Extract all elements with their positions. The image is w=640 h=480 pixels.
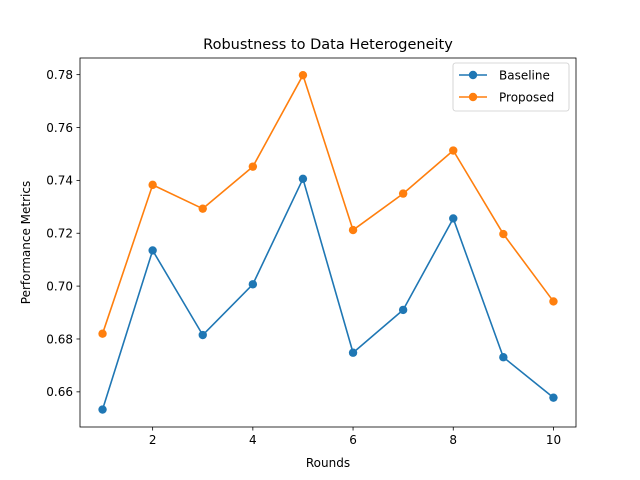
data-point-proposed [449, 146, 458, 155]
data-point-baseline [298, 174, 308, 183]
data-point-proposed [248, 162, 258, 171]
plot-area-frame [79, 57, 577, 428]
data-point-baseline [98, 405, 107, 414]
data-point-baseline [198, 330, 207, 340]
data-point-baseline [398, 305, 408, 315]
data-point-baseline [348, 348, 358, 357]
legend-marker-baseline [468, 70, 478, 80]
legend: Baseline Proposed [452, 62, 570, 112]
series-line-proposed [101, 74, 555, 334]
data-point-proposed [549, 297, 558, 306]
axis-ticks: 2 4 6 8 10 0.66 0.68 0.70 0.72 0.74 0.76 0.78 [46, 68, 561, 447]
data-point-proposed [148, 180, 157, 190]
data-point-baseline [449, 214, 458, 223]
y-tick-label: 0.66 [46, 385, 73, 399]
x-tick-label: 2 [149, 433, 157, 447]
data-point-baseline [148, 246, 157, 255]
data-point-baseline [549, 393, 558, 402]
x-tick-label: 6 [349, 433, 357, 447]
x-tick-label: 8 [449, 433, 457, 447]
chart-title: Robustness to Data Heterogeneity [203, 37, 453, 53]
legend-label-baseline: Baseline [499, 68, 550, 82]
legend-label-proposed: Proposed [499, 90, 554, 104]
data-point-proposed [398, 189, 408, 198]
series-layer [98, 70, 558, 414]
y-tick-label: 0.72 [46, 227, 73, 241]
y-tick-label: 0.74 [46, 174, 73, 188]
data-point-proposed [348, 225, 358, 235]
data-point-proposed [198, 204, 207, 213]
data-point-proposed [298, 70, 308, 80]
data-point-baseline [499, 353, 508, 362]
data-point-baseline [248, 280, 258, 289]
x-tick-label: 10 [546, 433, 561, 447]
y-tick-label: 0.68 [46, 332, 73, 346]
x-tick-label: 4 [249, 433, 257, 447]
series-line-baseline [101, 178, 554, 410]
data-point-proposed [98, 329, 107, 338]
y-tick-label: 0.76 [46, 121, 73, 135]
y-axis-label: Performance Metrics [19, 181, 33, 304]
x-axis-label: Rounds [306, 456, 350, 470]
data-point-proposed [499, 229, 508, 239]
y-tick-label: 0.78 [46, 68, 73, 82]
legend-marker-proposed [468, 92, 478, 102]
y-tick-label: 0.70 [46, 279, 73, 293]
